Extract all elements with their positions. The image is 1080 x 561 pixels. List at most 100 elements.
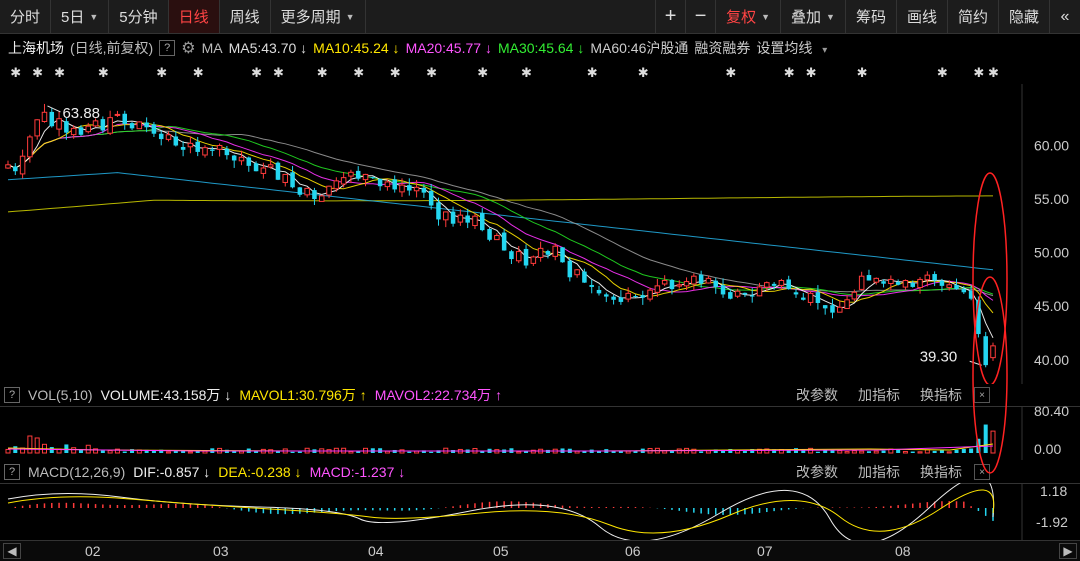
vol-switch-indicator-button[interactable]: 换指标 xyxy=(920,387,962,403)
event-star-icon[interactable]: ✱ xyxy=(856,65,868,80)
candle-body-up xyxy=(56,118,62,130)
adjust-button[interactable]: 复权 ▼ xyxy=(716,0,781,33)
macd-help-icon[interactable]: ? xyxy=(4,464,20,480)
candle-body-up xyxy=(34,119,40,137)
volume-bar-down xyxy=(356,451,361,453)
vol-add-indicator-button[interactable]: 加指标 xyxy=(858,387,900,403)
candle-body-down xyxy=(742,292,748,295)
event-star-icon[interactable]: ✱ xyxy=(426,65,438,80)
candle-body-up xyxy=(902,280,909,288)
tab-more-periods[interactable]: 更多周期 ▼ xyxy=(271,0,366,33)
event-star-icon[interactable]: ✱ xyxy=(389,65,401,80)
event-star-icon[interactable]: ✱ xyxy=(251,65,262,80)
volume-bar-down xyxy=(64,444,69,453)
event-star-icon[interactable]: ✱ xyxy=(973,65,985,80)
vol-edit-params-button[interactable]: 改参数 xyxy=(796,387,838,403)
candle-body-up xyxy=(924,274,931,281)
macd-tick-label: 1.18 xyxy=(1040,483,1067,499)
volume-chart[interactable]: 80.40 0.00 xyxy=(0,406,1080,460)
volume-bar-down xyxy=(823,450,828,453)
time-axis: ◀ ▶ 02 03 04 05 06 07 08 xyxy=(0,540,1080,561)
event-star-icon[interactable]: ✱ xyxy=(316,65,328,80)
scroll-left-icon[interactable]: ◀ xyxy=(3,543,21,559)
tab-daily[interactable]: 日线 xyxy=(168,0,220,33)
tab-intraday[interactable]: 分时 xyxy=(0,0,52,33)
vol-help-icon[interactable]: ? xyxy=(4,387,20,403)
volume-bar-down xyxy=(611,450,616,453)
candle-body-up xyxy=(537,247,544,258)
gear-icon[interactable]: ⚙ xyxy=(181,40,196,57)
ma5-line xyxy=(7,118,994,339)
macd-edit-params-button[interactable]: 改参数 xyxy=(796,464,838,480)
ma-label[interactable]: MA xyxy=(201,40,223,56)
toolbar-spacer xyxy=(366,0,657,33)
candle-body-down xyxy=(640,295,646,298)
candle-body-down xyxy=(64,121,69,133)
event-star-icon[interactable]: ✱ xyxy=(637,65,649,80)
event-star-icon[interactable]: ✱ xyxy=(586,65,598,80)
volume-bar-down xyxy=(582,451,587,453)
event-star-icon[interactable]: ✱ xyxy=(32,65,44,80)
event-star-icon[interactable]: ✱ xyxy=(97,65,109,80)
event-star-icon[interactable]: ✱ xyxy=(156,65,168,80)
hide-button[interactable]: 隐藏 xyxy=(999,0,1050,33)
tab-weekly[interactable]: 周线 xyxy=(220,0,271,33)
tab-5day[interactable]: 5日 ▼ xyxy=(51,0,110,33)
candle-body-down xyxy=(297,187,303,195)
event-star-icon[interactable]: ✱ xyxy=(805,65,817,80)
chip-button[interactable]: 筹码 xyxy=(846,0,897,33)
vol-close-icon[interactable]: × xyxy=(974,387,990,403)
collapse-icon-label: « xyxy=(1060,7,1070,25)
candle-body-up xyxy=(946,284,952,288)
candle-body-down xyxy=(377,178,383,187)
month-label: 08 xyxy=(895,543,911,559)
volume-bar-down xyxy=(151,450,156,453)
zoom-out-button[interactable]: − xyxy=(686,0,717,33)
macd-switch-indicator-button[interactable]: 换指标 xyxy=(920,464,962,480)
event-star-icon[interactable]: ✱ xyxy=(54,65,65,80)
candle-body-down xyxy=(961,289,967,293)
zoom-in-button[interactable]: + xyxy=(656,0,687,33)
macd-indicator-name[interactable]: MACD(12,26,9) xyxy=(28,464,126,480)
overlay-button-label: 叠加 xyxy=(791,9,822,26)
collapse-icon[interactable]: « xyxy=(1050,0,1080,33)
event-star-icon[interactable]: ✱ xyxy=(272,65,284,80)
vol-indicator-name[interactable]: VOL(5,10) xyxy=(28,387,93,403)
stock-name[interactable]: 上海机场 xyxy=(8,40,64,56)
price-tick-label: 60.00 xyxy=(1034,138,1069,154)
event-star-icon[interactable]: ✱ xyxy=(783,65,795,80)
ma10-value: MA10:45.24 ↓ xyxy=(313,40,400,56)
price-chart[interactable]: 60.00 55.00 50.00 45.00 40.00 63.88 39.30 xyxy=(0,84,1080,384)
macd-close-icon[interactable]: × xyxy=(974,464,990,480)
draw-button[interactable]: 画线 xyxy=(897,0,948,33)
event-star-icon[interactable]: ✱ xyxy=(988,65,999,80)
candle-body-up xyxy=(19,155,26,175)
volume-bar-up xyxy=(990,430,996,454)
candle-body-down xyxy=(983,336,988,366)
vol-tick-label: 80.40 xyxy=(1034,406,1069,419)
tab-5min[interactable]: 5分钟 xyxy=(109,0,169,33)
macd-chart[interactable]: 1.18 -1.92 xyxy=(0,483,1080,540)
candle-body-down xyxy=(633,296,638,298)
set-ma-button[interactable]: 设置均线 ▾ xyxy=(756,38,833,58)
event-star-icon[interactable]: ✱ xyxy=(192,65,204,80)
volume-bar-down xyxy=(159,449,164,453)
event-star-icon[interactable]: ✱ xyxy=(10,65,22,80)
event-star-icon[interactable]: ✱ xyxy=(353,65,365,80)
event-star-icon[interactable]: ✱ xyxy=(521,65,532,80)
ma-legend-bar: 上海机场 (日线,前复权) ? ⚙ MA MA5:43.70 ↓ MA10:45… xyxy=(0,36,1080,60)
candle-body-up xyxy=(413,186,420,192)
hgt-link[interactable]: 沪股通 xyxy=(646,40,689,56)
help-icon[interactable]: ? xyxy=(159,40,176,56)
macd-legend-bar: ? MACD(12,26,9) DIF:-0.857 ↓ DEA:-0.238 … xyxy=(0,461,1080,483)
simple-button[interactable]: 简约 xyxy=(948,0,999,33)
scroll-right-icon[interactable]: ▶ xyxy=(1059,543,1077,559)
event-star-icon[interactable]: ✱ xyxy=(936,65,948,80)
margin-link[interactable]: 融资融券 xyxy=(694,40,751,56)
macd-add-indicator-button[interactable]: 加指标 xyxy=(858,464,900,480)
event-star-icon[interactable]: ✱ xyxy=(477,65,489,80)
overlay-button[interactable]: 叠加 ▼ xyxy=(781,0,846,33)
event-star-icon[interactable]: ✱ xyxy=(725,65,737,80)
volume-bar-up xyxy=(114,448,120,454)
volume-bar-down xyxy=(421,450,426,453)
